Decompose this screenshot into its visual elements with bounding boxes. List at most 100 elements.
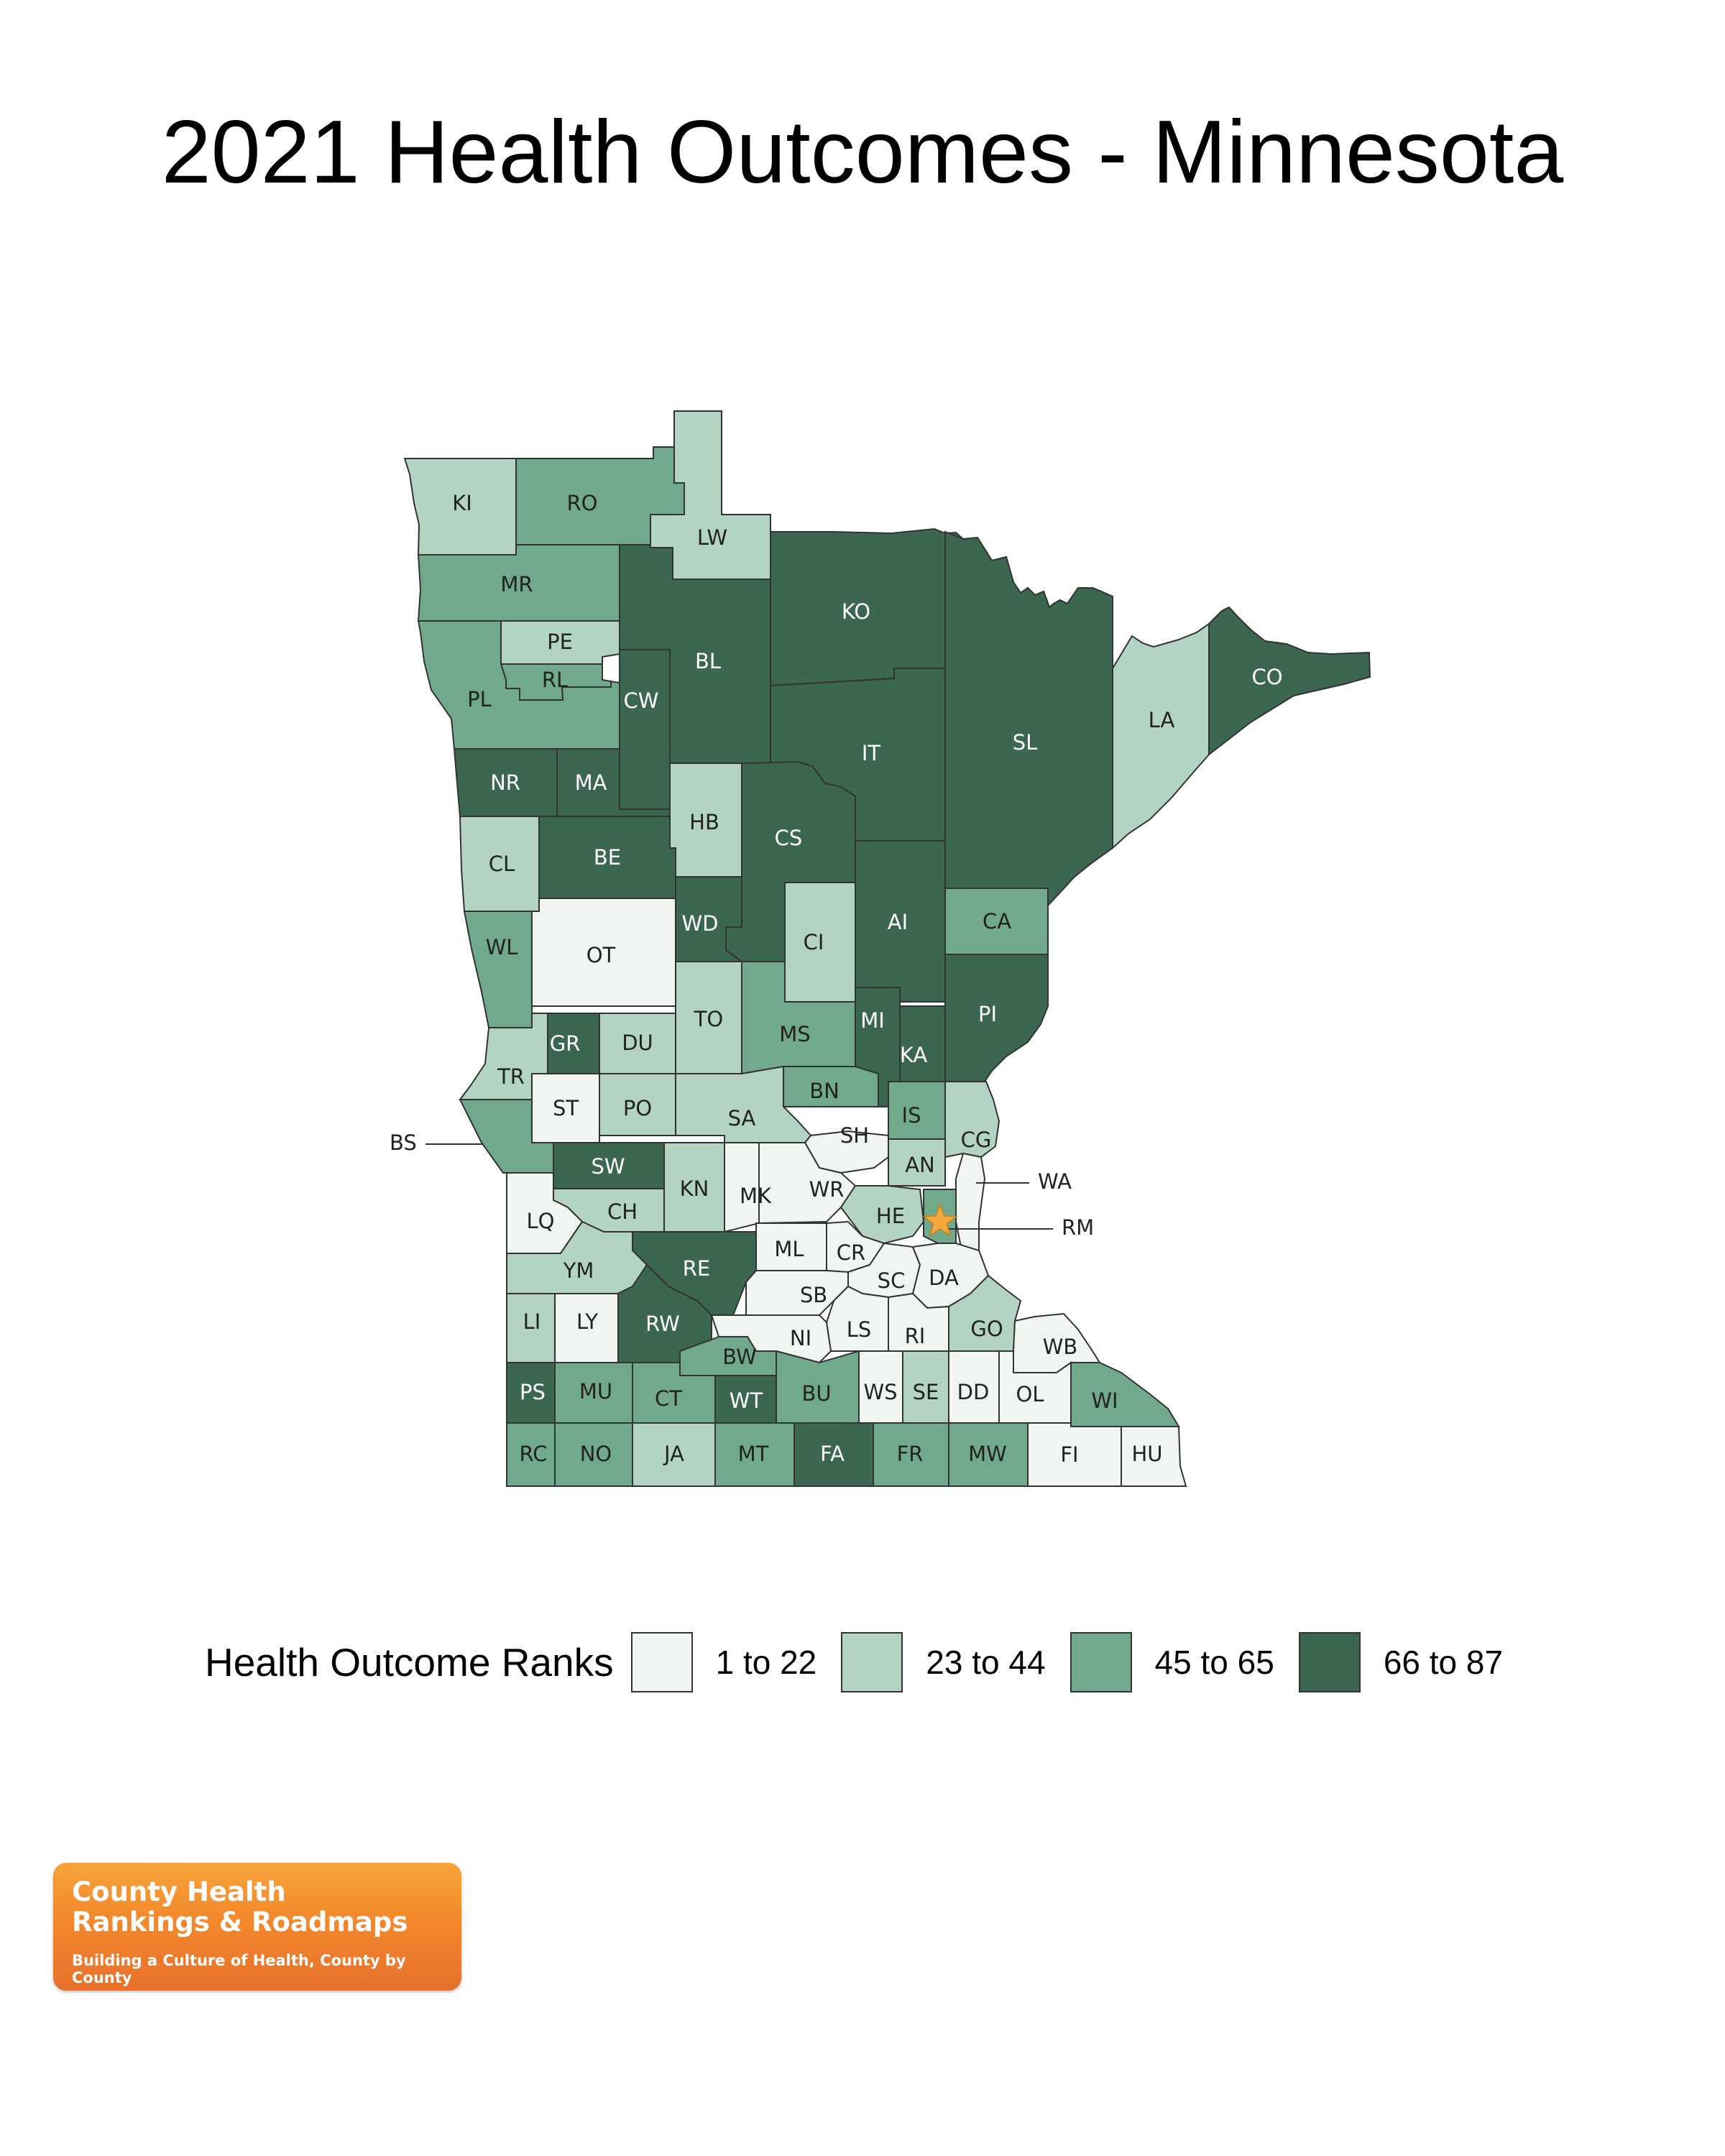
county-label-ot: OT xyxy=(586,943,616,967)
county-label-ri: RI xyxy=(905,1324,926,1348)
county-label-cr: CR xyxy=(837,1240,865,1265)
star-icon xyxy=(922,1202,958,1238)
legend: Health Outcome Ranks 1 to 22 23 to 44 45… xyxy=(205,1630,1527,1695)
county-label-fa: FA xyxy=(820,1442,845,1466)
county-label-pi: PI xyxy=(978,1002,997,1026)
county-he xyxy=(840,1185,925,1245)
legend-item-3: 45 to 65 xyxy=(1070,1632,1299,1692)
county-cw xyxy=(619,649,671,810)
county-label-sh: SH xyxy=(840,1123,869,1148)
logo-line-1: County Health xyxy=(72,1876,286,1907)
legend-swatch-3 xyxy=(1070,1632,1132,1692)
county-label-wl: WL xyxy=(486,935,518,959)
county-cg xyxy=(944,1081,1000,1158)
county-health-rankings-logo: County Health Rankings & Roadmaps Buildi… xyxy=(53,1863,461,1991)
county-label-he: HE xyxy=(876,1204,905,1228)
legend-label-3: 45 to 65 xyxy=(1154,1644,1274,1681)
county-label-re: RE xyxy=(683,1256,710,1281)
county-label-fi: FI xyxy=(1060,1442,1078,1467)
legend-label-1: 1 to 22 xyxy=(715,1644,817,1681)
county-label-du: DU xyxy=(622,1031,653,1055)
county-an xyxy=(888,1138,946,1187)
county-pl xyxy=(417,620,620,750)
county-label-ki: KI xyxy=(452,491,472,515)
county-label-dd: DD xyxy=(957,1380,990,1404)
county-label-mk: MK xyxy=(740,1184,772,1208)
county-label-li: LI xyxy=(523,1309,541,1334)
county-label-ka: KA xyxy=(900,1043,928,1067)
county-label-ja: JA xyxy=(663,1442,684,1466)
county-label-no: NO xyxy=(580,1442,612,1466)
county-label-pe: PE xyxy=(547,630,573,654)
county-label-bn: BN xyxy=(809,1079,840,1103)
county-sl xyxy=(944,530,1113,908)
county-label-ni: NI xyxy=(790,1326,811,1350)
county-label-ma: MA xyxy=(575,770,607,795)
county-label-cs: CS xyxy=(775,826,803,850)
county-label-wi: WI xyxy=(1091,1388,1118,1413)
county-label-mr: MR xyxy=(500,572,533,596)
county-hu xyxy=(1121,1426,1187,1487)
county-label-ws: WS xyxy=(863,1380,897,1404)
legend-swatch-1 xyxy=(630,1632,693,1692)
county-label-mu: MU xyxy=(579,1379,612,1404)
county-label-go: GO xyxy=(970,1317,1003,1341)
county-label-co: CO xyxy=(1251,665,1282,689)
county-label-sl: SL xyxy=(1013,730,1038,755)
county-label-bs: BS xyxy=(390,1130,417,1155)
legend-item-4: 66 to 87 xyxy=(1298,1632,1527,1692)
county-label-lw: LW xyxy=(697,525,727,550)
county-label-po: PO xyxy=(623,1096,652,1120)
county-co xyxy=(1208,606,1371,757)
county-label-bl: BL xyxy=(695,649,721,673)
county-label-rc: RC xyxy=(520,1442,548,1466)
county-label-sw: SW xyxy=(591,1154,625,1179)
county-label-ms: MS xyxy=(779,1022,810,1046)
county-label-mt: MT xyxy=(738,1442,769,1466)
county-la xyxy=(1112,622,1210,850)
county-wl xyxy=(463,911,533,1028)
county-label-wd: WD xyxy=(681,911,718,936)
county-label-se: SE xyxy=(913,1380,939,1404)
county-label-da: DA xyxy=(929,1266,959,1290)
county-label-tr: TR xyxy=(497,1064,525,1089)
county-label-ps: PS xyxy=(520,1380,546,1404)
county-label-bu: BU xyxy=(801,1381,831,1406)
map-title: 2021 Health Outcomes - Minnesota xyxy=(161,103,1564,202)
counties xyxy=(403,410,1371,1487)
county-label-rw: RW xyxy=(645,1312,680,1336)
legend-item-2: 23 to 44 xyxy=(841,1632,1070,1692)
county-label-lq: LQ xyxy=(527,1209,555,1233)
county-label-ko: KO xyxy=(842,599,870,624)
county-label-ml: ML xyxy=(774,1237,804,1261)
county-label-la: LA xyxy=(1149,708,1175,732)
county-label-ol: OL xyxy=(1016,1382,1044,1406)
county-label-ls: LS xyxy=(847,1317,872,1342)
county-label-pl: PL xyxy=(467,687,492,711)
county-label-ch: CH xyxy=(607,1199,638,1224)
county-label-wt: WT xyxy=(730,1388,763,1413)
logo-line-2: Rankings & Roadmaps xyxy=(72,1907,408,1938)
county-label-fr: FR xyxy=(897,1442,924,1466)
county-label-mi: MI xyxy=(860,1008,885,1033)
county-label-hb: HB xyxy=(689,810,719,834)
county-label-nr: NR xyxy=(490,770,520,795)
county-label-hu: HU xyxy=(1131,1442,1162,1466)
county-label-kn: KN xyxy=(680,1176,709,1201)
county-label-wb: WB xyxy=(1043,1335,1078,1359)
county-label-to: TO xyxy=(694,1007,724,1031)
logo-tagline: Building a Culture of Health, County by … xyxy=(72,1952,406,1986)
county-label-ci: CI xyxy=(804,930,824,954)
county-label-mw: MW xyxy=(968,1442,1007,1466)
county-label-sa: SA xyxy=(728,1106,756,1130)
county-label-cg: CG xyxy=(961,1128,992,1152)
county-label-rl: RL xyxy=(542,668,568,692)
legend-label-2: 23 to 44 xyxy=(926,1644,1046,1681)
legend-item-1: 1 to 22 xyxy=(630,1632,842,1692)
county-label-sb: SB xyxy=(800,1283,827,1307)
county-label-ai: AI xyxy=(888,910,908,934)
county-wi xyxy=(1070,1362,1180,1427)
legend-swatch-2 xyxy=(841,1632,903,1692)
county-label-wa: WA xyxy=(1038,1169,1072,1194)
